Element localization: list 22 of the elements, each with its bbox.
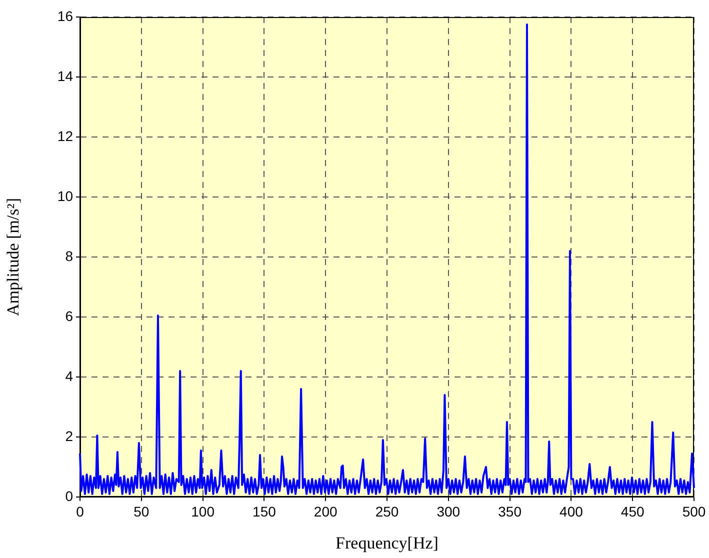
- x-tick-label: 0: [76, 503, 84, 520]
- y-tick-label: 2: [65, 428, 74, 444]
- y-tick-label: 8: [65, 248, 74, 264]
- x-tick-label: 50: [134, 503, 150, 520]
- y-tick-label: 6: [65, 308, 74, 324]
- x-tick-label: 200: [314, 503, 338, 520]
- x-tick-label: 250: [375, 503, 399, 520]
- x-tick-label: 400: [560, 503, 584, 520]
- x-tick-label: 150: [252, 503, 276, 520]
- x-tick-label: 500: [682, 503, 706, 520]
- x-tick-label: 100: [191, 503, 215, 520]
- y-tick-label: 16: [57, 8, 74, 24]
- x-axis-title: Frequency[Hz]: [336, 533, 438, 552]
- y-tick-label: 14: [57, 68, 74, 84]
- y-tick-label: 10: [57, 188, 74, 204]
- y-axis-title: Amplitude [m/s²]: [4, 198, 23, 316]
- y-tick-label: 12: [57, 128, 74, 144]
- y-tick-label: 4: [65, 368, 74, 384]
- x-tick-label: 300: [436, 503, 460, 520]
- x-tick-label: 350: [498, 503, 522, 520]
- x-tick-label: 450: [620, 503, 644, 520]
- y-tick-label: 0: [65, 488, 74, 504]
